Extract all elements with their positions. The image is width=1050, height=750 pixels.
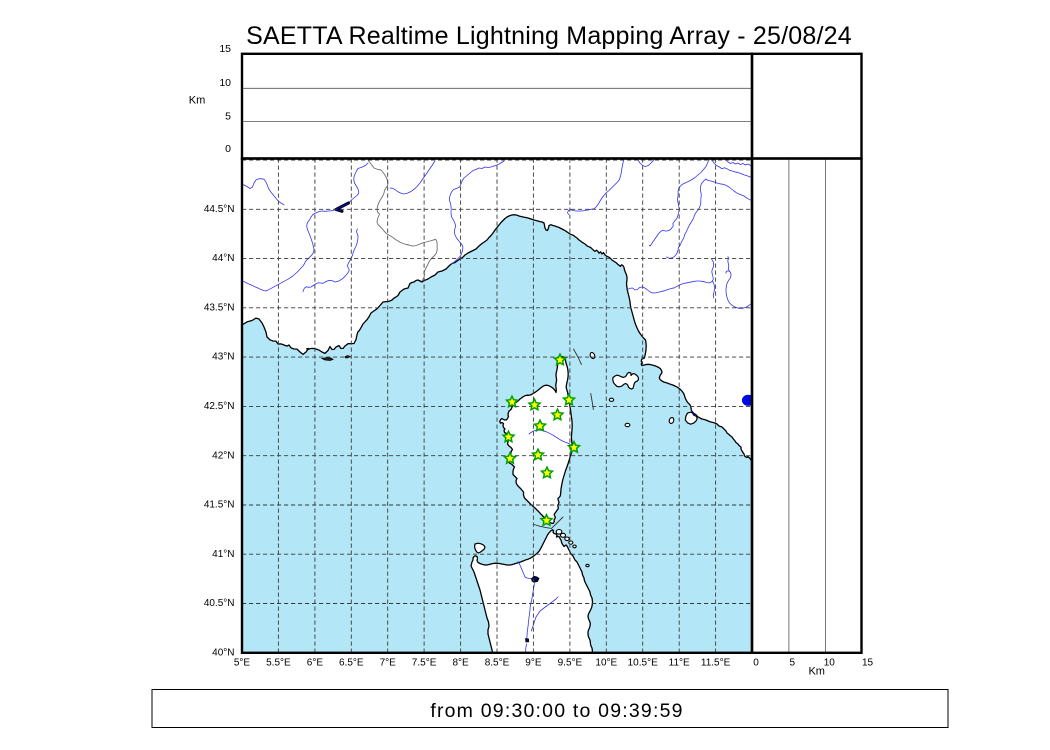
svg-text:41.5°N: 41.5°N — [204, 500, 235, 511]
svg-text:11°E: 11°E — [669, 658, 690, 669]
svg-text:44.5°N: 44.5°N — [204, 204, 235, 215]
svg-text:10: 10 — [824, 658, 836, 669]
svg-text:from 09:30:00 to 09:39:59: from 09:30:00 to 09:39:59 — [430, 700, 683, 722]
svg-text:10.5°E: 10.5°E — [628, 658, 658, 669]
svg-text:6.5°E: 6.5°E — [339, 658, 364, 669]
svg-text:44°N: 44°N — [212, 253, 234, 264]
svg-text:0: 0 — [753, 658, 759, 669]
svg-text:40°N: 40°N — [212, 648, 234, 659]
svg-text:8°E: 8°E — [452, 658, 469, 669]
svg-text:9°E: 9°E — [525, 658, 542, 669]
svg-text:5: 5 — [790, 658, 796, 669]
svg-text:0: 0 — [225, 143, 231, 155]
svg-text:15: 15 — [862, 658, 874, 669]
svg-text:11.5°E: 11.5°E — [701, 658, 731, 669]
svg-text:43°N: 43°N — [212, 352, 234, 363]
svg-text:5: 5 — [225, 111, 231, 123]
svg-text:Km: Km — [808, 666, 825, 678]
svg-text:10°E: 10°E — [595, 658, 617, 669]
svg-text:5°E: 5°E — [234, 658, 251, 669]
svg-text:6°E: 6°E — [307, 658, 324, 669]
svg-text:SAETTA Realtime Lightning Mapp: SAETTA Realtime Lightning Mapping Array … — [246, 22, 852, 50]
svg-text:41°N: 41°N — [212, 549, 234, 560]
svg-text:Km: Km — [189, 95, 206, 107]
svg-text:7°E: 7°E — [380, 658, 397, 669]
svg-text:5.5°E: 5.5°E — [266, 658, 291, 669]
svg-text:7.5°E: 7.5°E — [412, 658, 437, 669]
svg-text:9.5°E: 9.5°E — [558, 658, 583, 669]
svg-text:10: 10 — [219, 77, 231, 89]
svg-text:8.5°E: 8.5°E — [485, 658, 510, 669]
svg-text:42°N: 42°N — [212, 450, 234, 461]
svg-text:40.5°N: 40.5°N — [204, 598, 235, 609]
svg-text:42.5°N: 42.5°N — [204, 401, 235, 412]
svg-text:15: 15 — [219, 43, 231, 55]
svg-text:43.5°N: 43.5°N — [204, 302, 235, 313]
